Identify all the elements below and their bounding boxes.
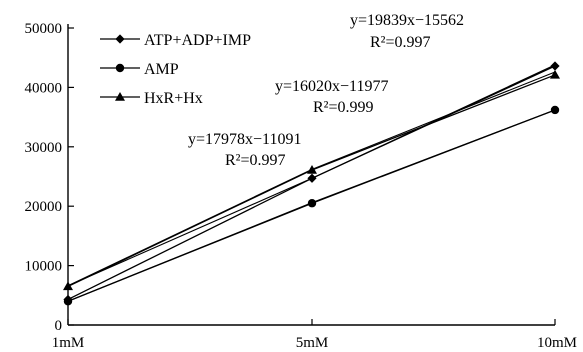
axes: 0 10000 20000 30000 40000 50000 1mM 5mM 10mM	[25, 21, 578, 351]
legend-marker	[115, 63, 125, 73]
y-tick-label: 40000	[25, 80, 63, 96]
fit-r-squared: R²=0.997	[370, 34, 431, 51]
x-tick-label: 5mM	[296, 335, 329, 351]
legend-marker	[115, 92, 125, 101]
series-markers	[63, 61, 560, 306]
data-point	[550, 69, 560, 79]
annotations: y=19839x−15562 R²=0.997 y=16020x−11977 R²=0…	[188, 12, 464, 169]
data-point	[550, 105, 560, 115]
y-tick-label: 10000	[25, 259, 63, 275]
data-point	[307, 173, 317, 183]
series-lines	[67, 64, 556, 302]
fit-equation: y=17978x−11091	[188, 131, 301, 148]
x-tick-label: 10mM	[537, 335, 577, 351]
fit-equation: y=16020x−11977	[275, 78, 388, 95]
fit-equation: y=19839x−15562	[350, 12, 464, 29]
y-tick-label: 50000	[25, 21, 63, 37]
legend-marker	[115, 34, 125, 44]
legend: ATP+ADP+IMP AMP HxR+Hx	[100, 32, 251, 107]
data-point	[63, 297, 73, 306]
y-tick-label: 0	[55, 318, 63, 334]
y-tick-label: 20000	[25, 199, 63, 215]
fit-r-squared: R²=0.999	[313, 99, 374, 116]
x-tick-label: 1mM	[52, 335, 85, 351]
legend-label: ATP+ADP+IMP	[144, 32, 251, 49]
legend-label: AMP	[144, 61, 179, 78]
data-point	[307, 199, 317, 208]
y-tick-label: 30000	[25, 140, 63, 156]
data-point	[63, 281, 73, 291]
data-point	[307, 164, 317, 174]
fit-r-squared: R²=0.997	[225, 152, 286, 169]
data-point	[550, 61, 560, 71]
legend-label: HxR+Hx	[144, 90, 203, 107]
